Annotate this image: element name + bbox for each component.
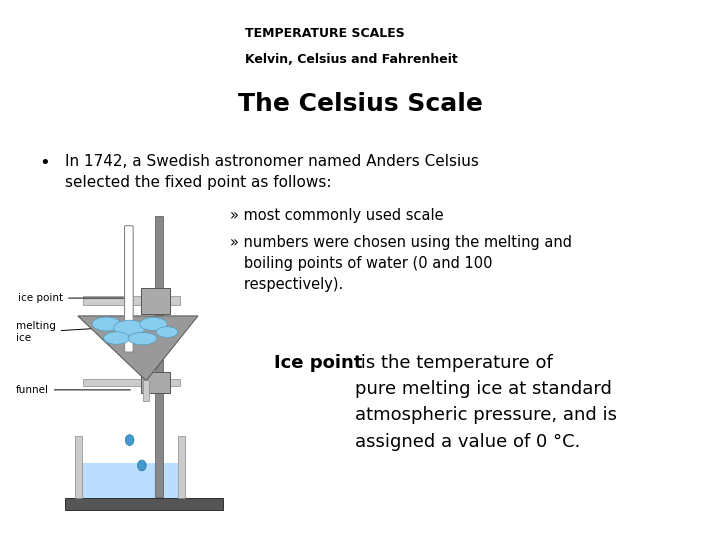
Text: funnel: funnel [16,385,130,395]
Text: The Celsius Scale: The Celsius Scale [238,92,482,116]
Polygon shape [78,316,198,381]
Ellipse shape [138,460,146,471]
FancyBboxPatch shape [83,296,180,305]
FancyBboxPatch shape [141,288,170,314]
Text: Ice point: Ice point [274,354,362,372]
FancyBboxPatch shape [143,380,149,401]
FancyBboxPatch shape [141,372,170,393]
Text: In 1742, a Swedish astronomer named Anders Celsius
selected the fixed point as f: In 1742, a Swedish astronomer named Ande… [65,154,479,190]
Text: » most commonly used scale: » most commonly used scale [230,208,444,223]
Text: » numbers were chosen using the melting and
   boiling points of water (0 and 10: » numbers were chosen using the melting … [230,235,572,292]
Text: TEMPERATURE SCALES: TEMPERATURE SCALES [245,27,405,40]
FancyBboxPatch shape [155,216,163,497]
Ellipse shape [92,317,121,331]
FancyBboxPatch shape [125,226,133,352]
Ellipse shape [156,327,178,338]
Text: ice point: ice point [18,293,125,303]
Text: is the temperature of
pure melting ice at standard
atmospheric pressure, and is
: is the temperature of pure melting ice a… [355,354,617,451]
Ellipse shape [114,320,145,335]
Text: •: • [40,154,50,172]
FancyBboxPatch shape [178,436,185,498]
Text: Kelvin, Celsius and Fahrenheit: Kelvin, Celsius and Fahrenheit [245,53,457,66]
Ellipse shape [104,332,130,345]
FancyBboxPatch shape [75,436,82,498]
FancyBboxPatch shape [83,379,180,386]
Ellipse shape [140,318,167,330]
FancyBboxPatch shape [82,463,178,498]
Ellipse shape [125,435,134,446]
FancyBboxPatch shape [65,498,223,510]
Text: melting
ice: melting ice [16,321,104,343]
Ellipse shape [128,332,157,345]
